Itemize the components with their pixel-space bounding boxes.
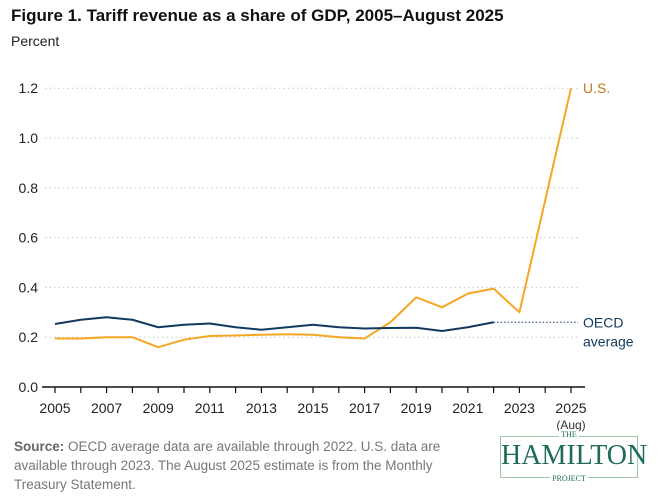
us-series-line xyxy=(55,87,572,349)
x-tick-label: 2007 xyxy=(91,400,122,416)
x-tick-label: 2015 xyxy=(297,400,328,416)
x-tick-label: 2011 xyxy=(195,400,225,416)
x-tick-label: 2009 xyxy=(143,400,174,416)
y-tick-label: 0.6 xyxy=(19,230,39,246)
chart-title: Figure 1. Tariff revenue as a share of G… xyxy=(11,6,504,25)
hamilton-project-logo: THE HAMILTON PROJECT xyxy=(500,430,648,483)
source-label: Source: xyxy=(14,439,65,454)
x-tick-label: 2025 xyxy=(555,400,586,416)
y-tick-label: 0.0 xyxy=(19,379,39,395)
source-note: Source: OECD average data are available … xyxy=(14,437,484,494)
x-tick-label: 2023 xyxy=(504,400,535,416)
y-tick-label: 1.2 xyxy=(19,80,39,96)
source-text: OECD average data are available through … xyxy=(14,439,441,492)
us-series-label: U.S. xyxy=(583,80,610,96)
x-tick-label: 2021 xyxy=(452,400,483,416)
y-tick-label: 0.8 xyxy=(19,180,39,196)
oecd-series-line xyxy=(54,316,494,332)
x-tick-label: 2013 xyxy=(246,400,277,416)
y-tick-label: 0.4 xyxy=(19,279,39,295)
line-chart: 0.0 0.2 0.4 0.6 0.8 1.0 1.2 2005 2007 2009 2011 201… xyxy=(19,80,634,432)
x-tick-note: (Aug) xyxy=(556,418,585,432)
y-axis-label: Percent xyxy=(11,33,60,49)
x-tick-label: 2019 xyxy=(401,400,432,416)
x-tick-label: 2005 xyxy=(39,400,70,416)
oecd-series-label: OECD average xyxy=(583,314,634,349)
x-tick-label: 2017 xyxy=(349,400,380,416)
y-tick-label: 0.2 xyxy=(19,329,39,345)
y-tick-label: 1.0 xyxy=(19,130,39,146)
